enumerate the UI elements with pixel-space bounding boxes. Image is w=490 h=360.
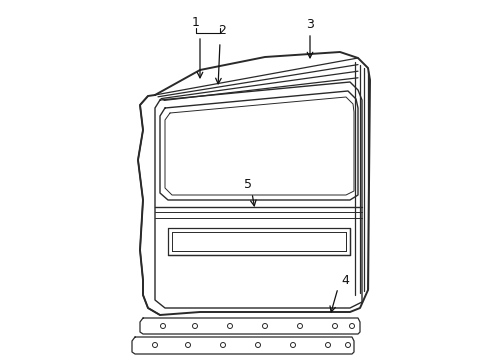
Text: 5: 5 (244, 179, 252, 192)
Text: 3: 3 (306, 18, 314, 31)
Text: 1: 1 (192, 15, 200, 28)
Text: 2: 2 (218, 23, 226, 36)
Text: 4: 4 (341, 274, 349, 287)
